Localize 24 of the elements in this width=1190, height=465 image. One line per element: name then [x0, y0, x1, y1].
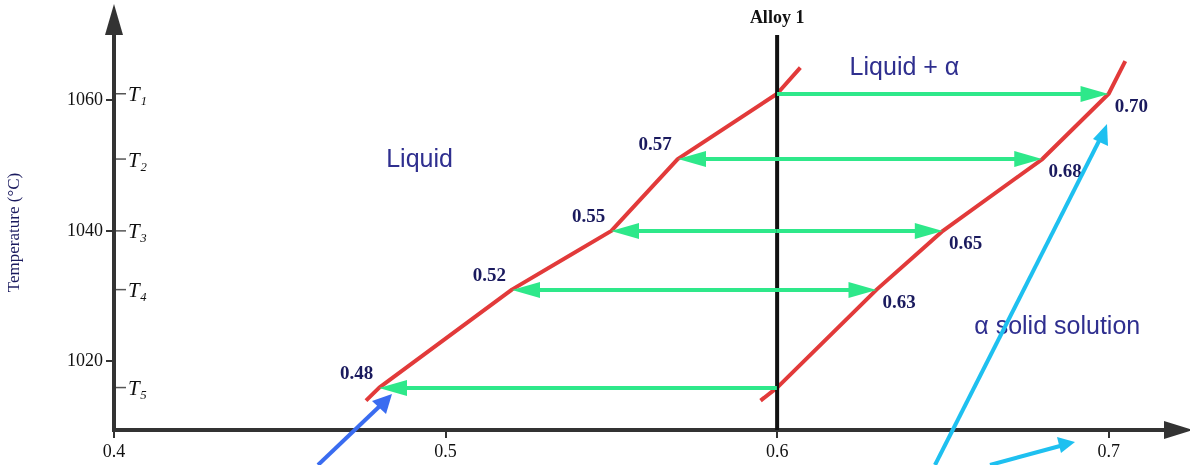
annotation: Liquid + α: [849, 52, 960, 81]
annotation: 0.52: [472, 264, 506, 286]
annotation: T₅: [128, 376, 147, 401]
x-tick-label: 0.7: [1097, 440, 1120, 461]
annotation: T₃: [128, 219, 147, 244]
annotation: 0.63: [882, 291, 916, 313]
annotation: T₁: [128, 82, 147, 107]
annotation: T₄: [128, 278, 147, 303]
x-tick-label: 0.6: [765, 440, 789, 461]
y-tick-label: 1040: [67, 219, 103, 240]
annotation: Liquid: [386, 143, 453, 172]
annotation: 0.57: [638, 133, 673, 155]
x-tick-label: 0.4: [102, 440, 126, 461]
x-tick-label: 0.5: [434, 440, 457, 461]
annotation: 0.65: [948, 232, 983, 254]
annotation: 0.55: [572, 205, 606, 227]
y-tick-label: 1060: [67, 89, 103, 110]
annotation: 0.48: [340, 361, 374, 383]
y-axis-title: Temperature (°C): [3, 172, 23, 293]
y-tick-label: 1020: [67, 350, 103, 371]
ref-line-label: Alloy 1: [749, 6, 805, 27]
annotation: 0.68: [1048, 160, 1082, 182]
annotation: T₂: [128, 147, 147, 172]
annotation: 0.70: [1114, 95, 1148, 117]
